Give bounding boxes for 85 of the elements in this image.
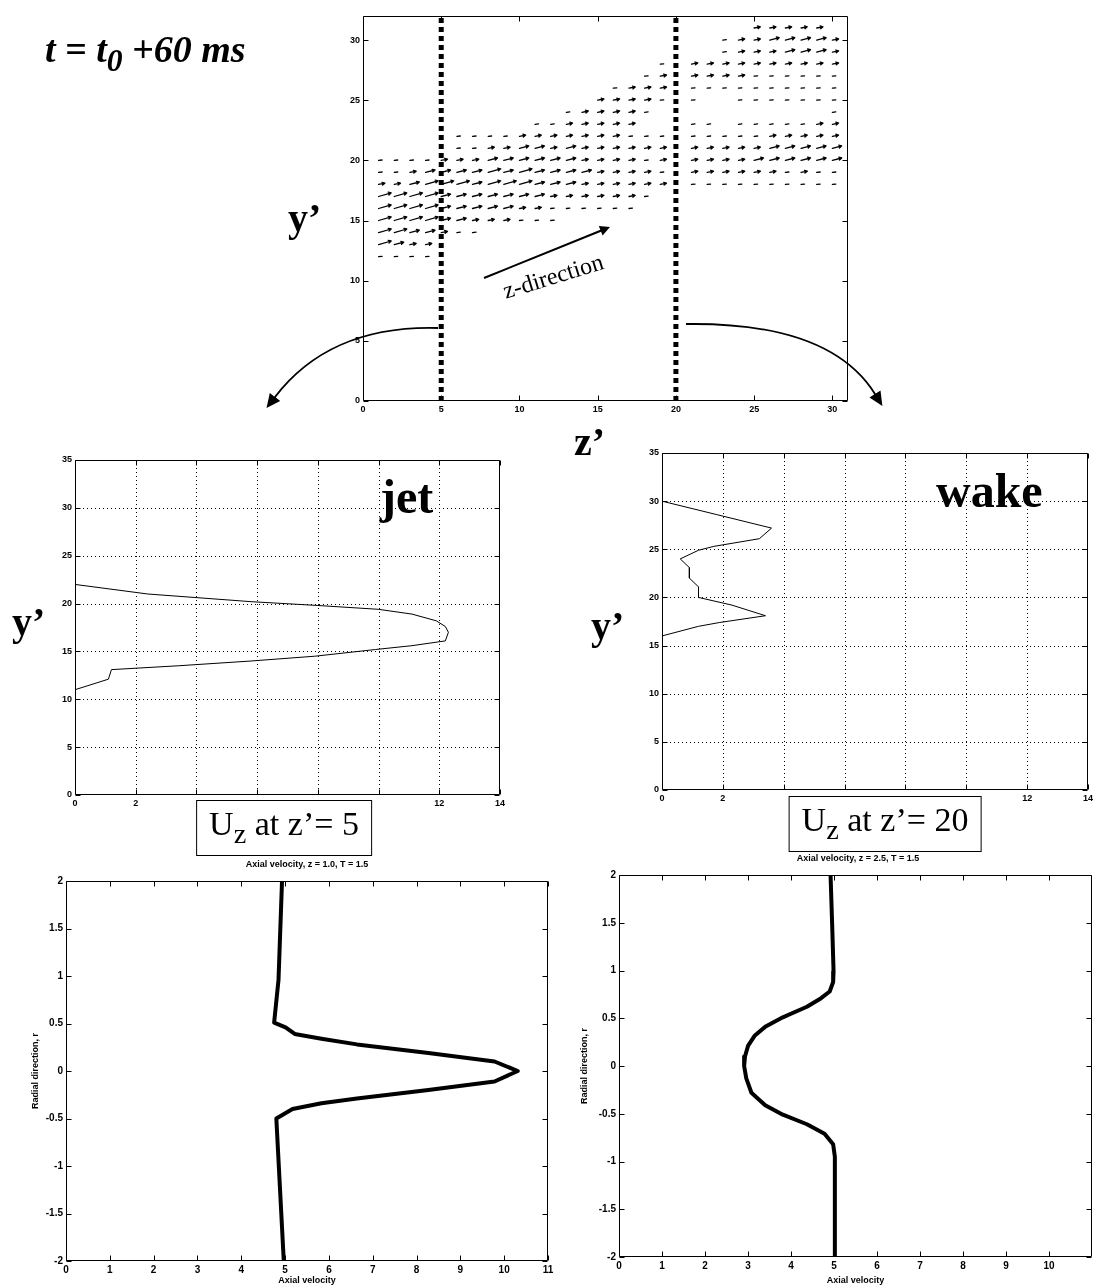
y-tick-label: 5 — [653, 736, 659, 747]
y-tick-label: 30 — [648, 495, 659, 506]
y-tick-label: 2 — [57, 874, 64, 886]
chart-title: t = t$_{0}$ +60 ms — [45, 28, 246, 78]
y-tick-label: 20 — [648, 591, 659, 602]
y-axis-title: y’ — [12, 599, 46, 644]
x-tick-label: 5 — [438, 403, 444, 414]
x-tick-label: 9 — [1003, 1259, 1010, 1271]
y-tick-label: 25 — [61, 550, 72, 561]
x-tick-label: 30 — [827, 403, 838, 414]
y-tick-label: -0.5 — [45, 1112, 64, 1124]
y-tick-label: -1.5 — [598, 1203, 617, 1214]
y-tick-label: -1.5 — [45, 1207, 64, 1219]
x-tick-label: 2 — [133, 797, 139, 808]
y-axis-title: y’ — [591, 603, 625, 648]
y-tick-label: 0 — [354, 395, 360, 406]
y-tick-label: 0 — [57, 1064, 64, 1076]
x-tick-label: 10 — [1043, 1259, 1055, 1271]
y-tick-label: 15 — [349, 215, 360, 226]
y-tick-label: 10 — [349, 275, 360, 286]
x-tick-label: 2 — [150, 1263, 157, 1275]
x-tick-label: 20 — [670, 403, 681, 414]
x-tick-label: 7 — [369, 1263, 376, 1275]
x-tick-label: 9 — [457, 1263, 464, 1275]
y-axis-title: y’ — [288, 195, 322, 240]
y-tick-label: 10 — [648, 688, 659, 699]
y-tick-label: 10 — [61, 693, 72, 704]
y-axis-title: Radial direction, r — [578, 1027, 589, 1105]
x-axis-title: U$_{z}$ at z’= 20 — [788, 796, 982, 852]
y-tick-label: -0.5 — [598, 1107, 617, 1119]
y-tick-label: 1 — [57, 969, 64, 981]
chart-title: Axial velocity, z = 1.0, T = 1.5 — [245, 859, 369, 869]
y-tick-label: 0.5 — [602, 1012, 617, 1023]
x-tick-label: 6 — [874, 1259, 881, 1271]
x-tick-label: 5 — [282, 1263, 289, 1275]
annotation: wake — [936, 464, 1043, 517]
y-tick-label: 35 — [648, 447, 659, 458]
y-axis-title: Radial direction, r — [29, 1032, 40, 1110]
y-tick-label: 25 — [349, 94, 360, 105]
x-tick-label: 5 — [831, 1259, 838, 1271]
x-tick-label: 2 — [702, 1259, 709, 1271]
x-tick-label: 11 — [542, 1263, 554, 1275]
y-tick-label: 30 — [349, 34, 360, 45]
y-tick-label: 0 — [653, 784, 659, 795]
y-tick-label: -2 — [54, 1254, 64, 1266]
x-axis-title: U$_{z}$ at z’= 5 — [196, 800, 372, 856]
x-axis-title: Axial velocity — [278, 1275, 336, 1286]
chart-title: Axial velocity, z = 2.5, T = 1.5 — [796, 853, 920, 863]
x-tick-label: 14 — [494, 797, 506, 808]
x-tick-label: 8 — [413, 1263, 420, 1275]
x-tick-label: 12 — [434, 797, 445, 808]
x-tick-label: 12 — [1022, 792, 1033, 803]
y-tick-label: -1 — [607, 1155, 617, 1167]
y-tick-label: 1 — [610, 964, 617, 976]
y-tick-label: 1.5 — [602, 916, 617, 928]
y-tick-label: 20 — [349, 154, 360, 165]
x-tick-label: 25 — [749, 403, 760, 414]
x-tick-label: 7 — [917, 1259, 924, 1271]
x-tick-label: 4 — [788, 1259, 795, 1271]
y-tick-label: 15 — [61, 645, 72, 656]
annotation: jet — [380, 470, 434, 523]
y-tick-label: 35 — [61, 454, 72, 465]
y-tick-label: 20 — [61, 598, 72, 609]
y-tick-label: 5 — [66, 741, 72, 752]
y-tick-label: 0 — [610, 1059, 617, 1071]
y-tick-label: 2 — [610, 868, 617, 880]
x-tick-label: 4 — [238, 1263, 245, 1275]
x-tick-label: 6 — [326, 1263, 333, 1275]
y-tick-label: 0.5 — [49, 1017, 64, 1029]
y-tick-label: 1.5 — [49, 922, 64, 934]
y-tick-label: 25 — [648, 543, 659, 554]
x-tick-label: 2 — [720, 792, 726, 803]
x-axis-title: z’ — [574, 419, 606, 464]
x-tick-label: 3 — [745, 1259, 752, 1271]
x-tick-label: 1 — [107, 1263, 114, 1275]
x-tick-label: 3 — [194, 1263, 201, 1275]
y-tick-label: 30 — [61, 502, 72, 513]
y-tick-label: -1 — [54, 1159, 64, 1171]
y-tick-label: -2 — [607, 1250, 617, 1262]
y-tick-label: 15 — [648, 640, 659, 651]
x-axis-title: Axial velocity — [826, 1275, 885, 1286]
x-tick-label: 14 — [1082, 792, 1094, 803]
x-tick-label: 10 — [514, 403, 525, 414]
x-tick-label: 10 — [498, 1263, 511, 1275]
x-tick-label: 8 — [960, 1259, 967, 1271]
